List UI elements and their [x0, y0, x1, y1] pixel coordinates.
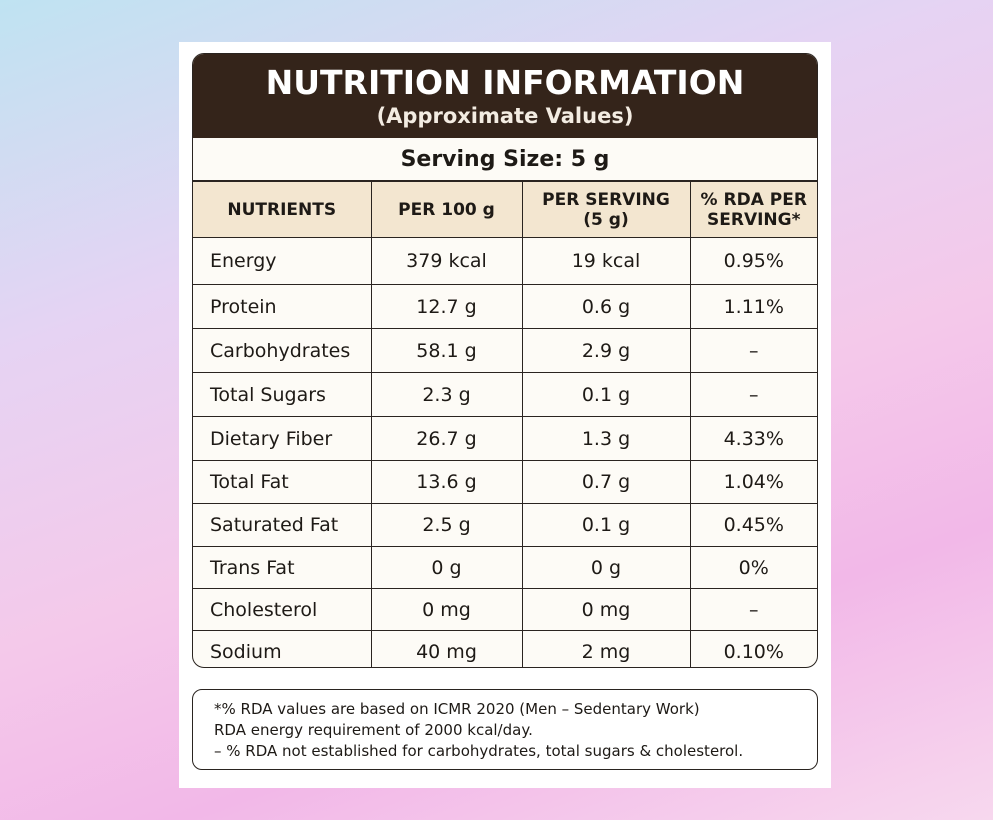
nutrient-name: Energy [193, 237, 372, 285]
cell: 0% [689, 546, 817, 589]
table-row: Total Sugars 2.3 g 0.1 g – [193, 372, 817, 417]
cell: 0 g [521, 546, 691, 589]
nutrition-table-box: NUTRITION INFORMATION (Approximate Value… [192, 53, 818, 668]
cell: 0.45% [689, 503, 817, 547]
cell: 0 g [370, 546, 523, 589]
cell: – [689, 588, 817, 631]
footnote-line: *% RDA values are based on ICMR 2020 (Me… [214, 700, 700, 718]
cell: 1.11% [689, 284, 817, 329]
table-row: Cholesterol 0 mg 0 mg – [193, 588, 817, 631]
cell: 379 kcal [370, 237, 523, 285]
header: NUTRITION INFORMATION (Approximate Value… [193, 54, 817, 138]
cell: 1.3 g [521, 416, 691, 461]
label-card: NUTRITION INFORMATION (Approximate Value… [179, 42, 831, 788]
nutrient-name: Total Fat [193, 460, 372, 504]
cell: 2.9 g [521, 328, 691, 373]
cell: 0.10% [689, 630, 817, 667]
nutrient-name: Total Sugars [193, 372, 372, 417]
cell: 26.7 g [370, 416, 523, 461]
footnote-line: – % RDA not established for carbohydrate… [214, 742, 744, 760]
cell: 0.95% [689, 237, 817, 285]
cell: 40 mg [370, 630, 523, 667]
header-row: NUTRIENTS PER 100 g PER SERVING (5 g)% RDA… [193, 181, 817, 238]
cell: 0.1 g [521, 372, 691, 417]
cell: 19 kcal [521, 237, 691, 285]
cell: 13.6 g [370, 460, 523, 504]
cell: 0.7 g [521, 460, 691, 504]
nutrient-name: Sodium [193, 630, 372, 667]
nutrient-name: Protein [193, 284, 372, 329]
nutrient-name: Trans Fat [193, 546, 372, 589]
cell: 58.1 g [370, 328, 523, 373]
cell: 0 mg [370, 588, 523, 631]
cell: 2.3 g [370, 372, 523, 417]
nutrient-name: Saturated Fat [193, 503, 372, 547]
cell: – [689, 328, 817, 373]
table-row: Protein 12.7 g 0.6 g 1.11% [193, 284, 817, 329]
cell: 12.7 g [370, 284, 523, 329]
cell: 2 mg [521, 630, 691, 667]
table-row: Sodium 40 mg 2 mg 0.10% [193, 630, 817, 667]
cell: 1.04% [689, 460, 817, 504]
cell: 2.5 g [370, 503, 523, 547]
column-header: PER 100 g [370, 181, 523, 238]
table-row: Saturated Fat 2.5 g 0.1 g 0.45% [193, 503, 817, 547]
column-header: PER SERVING (5 g) [521, 181, 691, 238]
table-row: Carbohydrates 58.1 g 2.9 g – [193, 328, 817, 373]
cell: 0 mg [521, 588, 691, 631]
title: NUTRITION INFORMATION [265, 63, 745, 102]
cell: 0.1 g [521, 503, 691, 547]
footnotes: *% RDA values are based on ICMR 2020 (Me… [192, 689, 818, 770]
nutrient-name: Dietary Fiber [193, 416, 372, 461]
table-row: Dietary Fiber 26.7 g 1.3 g 4.33% [193, 416, 817, 461]
subtitle: (Approximate Values) [376, 104, 634, 128]
nutrition-table: NUTRIENTS PER 100 g PER SERVING (5 g)% RDA… [193, 181, 817, 667]
cell: 0.6 g [521, 284, 691, 329]
footnote-line: RDA energy requirement of 2000 kcal/day. [214, 721, 533, 739]
cell: – [689, 372, 817, 417]
table-row: Energy 379 kcal 19 kcal 0.95% [193, 237, 817, 285]
nutrient-name: Cholesterol [193, 588, 372, 631]
table-row: Total Fat 13.6 g 0.7 g 1.04% [193, 460, 817, 504]
column-header: % RDA PER SERVING* [689, 181, 817, 238]
cell: 4.33% [689, 416, 817, 461]
serving-size: Serving Size: 5 g [193, 138, 817, 181]
nutrient-name: Carbohydrates [193, 328, 372, 373]
column-header: NUTRIENTS [193, 181, 372, 238]
